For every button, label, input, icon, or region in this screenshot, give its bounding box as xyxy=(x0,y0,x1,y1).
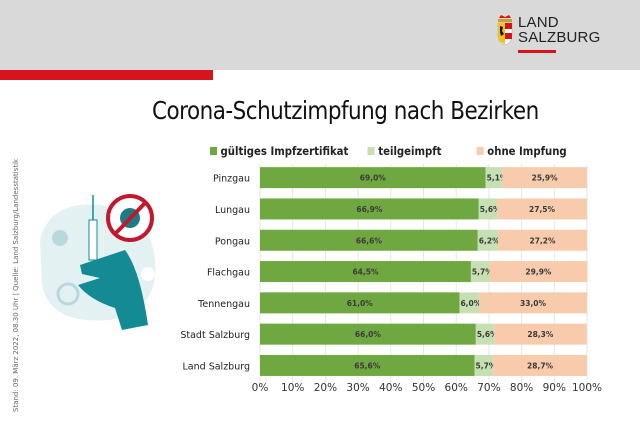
bar-segment xyxy=(485,167,503,189)
x-tick-label: 80% xyxy=(510,382,533,394)
legend: gültiges Impfzertifikat teilgeimpft ohne… xyxy=(210,144,586,158)
x-tick-label: 70% xyxy=(477,382,500,394)
data-label: 5,6% xyxy=(477,330,498,339)
data-label: 29,9% xyxy=(525,268,552,277)
bar-segment xyxy=(498,229,587,251)
x-tick-label: 30% xyxy=(346,382,369,394)
logo: LAND SALZBURG xyxy=(497,15,600,53)
bar-segment xyxy=(260,261,471,283)
data-label: 28,7% xyxy=(527,361,554,370)
data-label: 5,1% xyxy=(487,174,508,183)
legend-label: teilgeimpft xyxy=(378,144,442,158)
category-label: Land Salzburg xyxy=(183,361,250,372)
chart-title: Corona-Schutzimpfung nach Bezirken xyxy=(152,96,539,125)
data-label: 5,7% xyxy=(476,361,497,370)
logo-text-land: LAND xyxy=(518,14,559,31)
x-tick-label: 10% xyxy=(281,382,304,394)
virus-icon xyxy=(141,267,155,281)
bar-segment xyxy=(260,167,486,189)
category-label: Flachgau xyxy=(207,268,250,279)
legend-label: gültiges Impfzertifikat xyxy=(220,144,349,158)
hand-syringe-icon xyxy=(78,250,148,330)
data-label: 6,2% xyxy=(479,236,500,245)
header-bar xyxy=(0,0,640,70)
bar-segment xyxy=(497,198,587,220)
legend-swatch xyxy=(367,147,375,155)
coat-of-arms-icon xyxy=(497,15,513,45)
data-label: 65,6% xyxy=(354,361,381,370)
bar-segment xyxy=(260,292,460,314)
category-label: Lungau xyxy=(215,205,250,216)
category-label: Pinzgau xyxy=(213,174,250,185)
logo-text-salzburg: SALZBURG xyxy=(518,29,601,46)
data-label: 5,7% xyxy=(472,268,493,277)
category-label: Stadt Salzburg xyxy=(180,330,250,341)
x-tick-label: 40% xyxy=(379,382,402,394)
legend-swatch xyxy=(476,147,484,155)
data-label: 33,0% xyxy=(520,299,547,308)
bar-segment xyxy=(459,292,480,314)
legend-swatch xyxy=(210,147,218,155)
bar-segment xyxy=(260,198,479,220)
x-tick-label: 100% xyxy=(572,382,602,394)
vaccination-illustration xyxy=(40,194,156,330)
bar-segment xyxy=(474,354,494,376)
bar-segment xyxy=(260,323,476,345)
bar-segment xyxy=(502,167,587,189)
accent-bar xyxy=(0,70,213,80)
bar-segment xyxy=(478,198,498,220)
category-label: Tennengau xyxy=(197,299,250,310)
data-label: 66,9% xyxy=(356,205,383,214)
category-label: Pongau xyxy=(215,236,250,247)
logo-underline xyxy=(518,50,556,53)
data-label: 27,5% xyxy=(529,205,556,214)
x-tick-label: 60% xyxy=(445,382,468,394)
legend-item: gültiges Impfzertifikat xyxy=(210,144,348,158)
bar-segment xyxy=(470,261,490,283)
legend-item: teilgeimpft xyxy=(367,144,442,158)
data-label: 6,0% xyxy=(460,299,481,308)
bar-segment xyxy=(479,292,587,314)
data-label: 64,5% xyxy=(352,268,379,277)
data-label: 66,0% xyxy=(355,330,382,339)
data-label: 28,3% xyxy=(527,330,554,339)
x-tick-label: 90% xyxy=(543,382,566,394)
bar-segment xyxy=(260,229,478,251)
data-label: 25,9% xyxy=(532,174,559,183)
x-tick-label: 0% xyxy=(252,382,269,394)
legend-label: ohne Impfung xyxy=(487,144,567,158)
bar-segment xyxy=(489,261,588,283)
bar-segment xyxy=(260,354,475,376)
x-tick-label: 50% xyxy=(412,382,435,394)
data-label: 69,0% xyxy=(360,174,387,183)
bar-segment xyxy=(494,323,587,345)
no-virus-icon xyxy=(106,194,154,242)
bar-segment xyxy=(475,323,495,345)
x-tick-label: 20% xyxy=(314,382,337,394)
virus-icon xyxy=(56,282,80,306)
data-label: 66,6% xyxy=(356,236,383,245)
virus-icon xyxy=(52,230,68,246)
bar-segment xyxy=(477,229,499,251)
data-label: 61,0% xyxy=(347,299,374,308)
data-label: 5,6% xyxy=(480,205,501,214)
bar-segment xyxy=(493,354,587,376)
legend-item: ohne Impfung xyxy=(476,144,567,158)
data-label: 27,2% xyxy=(530,236,557,245)
